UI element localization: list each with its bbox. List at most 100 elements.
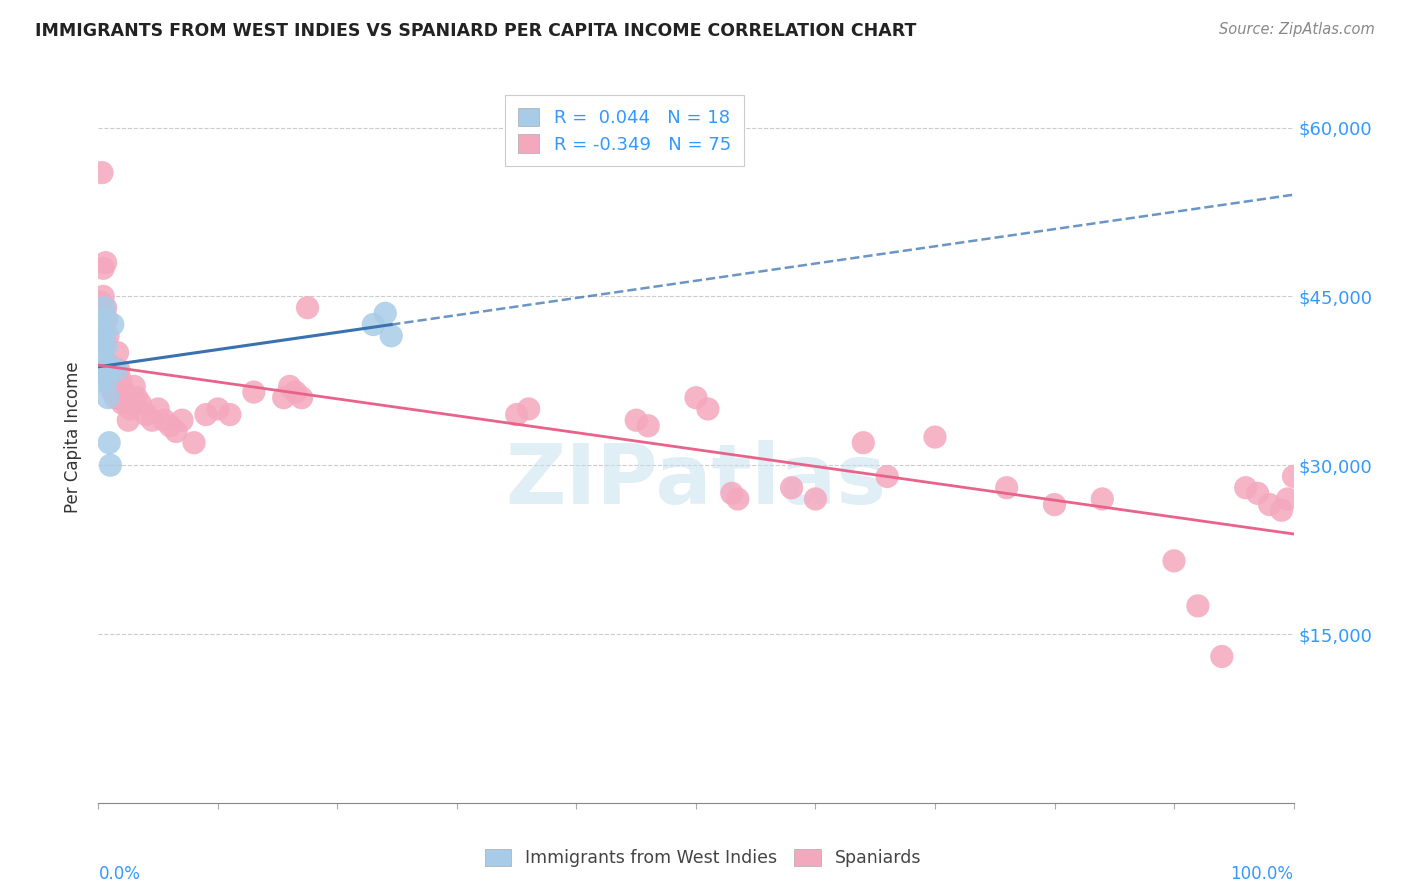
Point: [506, 408, 529, 422]
Point: [243, 385, 266, 400]
Point: [697, 401, 720, 416]
Point: [1271, 503, 1294, 517]
Point: [207, 401, 229, 416]
Point: [114, 385, 136, 400]
Point: [107, 345, 129, 359]
Point: [804, 491, 827, 506]
Point: [148, 401, 170, 416]
Point: [94, 255, 117, 269]
Point: [90, 295, 112, 310]
Point: [135, 408, 157, 422]
Point: [93, 334, 115, 349]
Point: [1091, 491, 1114, 506]
Point: [876, 469, 898, 483]
Point: [91, 166, 114, 180]
Point: [101, 385, 124, 400]
Point: [780, 481, 803, 495]
Point: [380, 328, 402, 343]
Point: [374, 306, 396, 320]
Point: [101, 318, 124, 332]
Point: [112, 391, 135, 405]
Point: [111, 396, 134, 410]
Point: [91, 312, 114, 326]
Point: [104, 391, 127, 405]
Point: [124, 379, 146, 393]
Text: ZIPatlas: ZIPatlas: [506, 441, 886, 522]
Point: [1258, 498, 1281, 512]
Point: [98, 368, 122, 383]
Point: [91, 323, 114, 337]
Point: [1282, 469, 1305, 483]
Point: [105, 362, 128, 376]
Point: [91, 345, 114, 359]
Point: [91, 261, 114, 276]
Point: [1187, 599, 1209, 613]
Text: IMMIGRANTS FROM WEST INDIES VS SPANIARD PER CAPITA INCOME CORRELATION CHART: IMMIGRANTS FROM WEST INDIES VS SPANIARD …: [35, 22, 917, 40]
Point: [110, 374, 132, 388]
Point: [637, 418, 659, 433]
Point: [852, 435, 875, 450]
Point: [172, 413, 194, 427]
Point: [291, 391, 314, 405]
Point: [153, 413, 176, 427]
Point: [98, 435, 121, 450]
Point: [141, 413, 163, 427]
Point: [96, 357, 118, 371]
Point: [1163, 554, 1185, 568]
Point: [995, 481, 1018, 495]
Point: [97, 391, 120, 405]
Text: Source: ZipAtlas.com: Source: ZipAtlas.com: [1219, 22, 1375, 37]
Point: [94, 301, 117, 315]
Point: [1247, 486, 1270, 500]
Point: [93, 328, 115, 343]
Point: [91, 289, 114, 303]
Point: [98, 362, 121, 376]
Point: [120, 401, 142, 416]
Point: [97, 328, 120, 343]
Point: [105, 368, 128, 383]
Point: [100, 379, 122, 393]
Point: [1211, 649, 1233, 664]
Point: [115, 396, 138, 410]
Point: [363, 318, 385, 332]
Point: [117, 413, 139, 427]
Point: [517, 401, 540, 416]
Point: [93, 312, 115, 326]
Point: [183, 435, 205, 450]
Point: [91, 312, 114, 326]
Point: [165, 425, 187, 439]
Point: [159, 418, 181, 433]
Point: [278, 379, 301, 393]
Point: [98, 458, 122, 473]
Point: [97, 357, 120, 371]
Point: [1234, 481, 1257, 495]
Point: [727, 491, 749, 506]
Point: [195, 408, 218, 422]
Point: [219, 408, 242, 422]
Point: [107, 362, 129, 376]
Point: [273, 391, 295, 405]
Point: [1277, 491, 1299, 506]
Legend: R =  0.044   N = 18, R = -0.349   N = 75: R = 0.044 N = 18, R = -0.349 N = 75: [505, 95, 744, 166]
Point: [94, 362, 117, 376]
Legend: Immigrants from West Indies, Spaniards: Immigrants from West Indies, Spaniards: [478, 842, 928, 874]
Point: [90, 374, 112, 388]
Point: [94, 340, 117, 354]
Point: [129, 396, 152, 410]
Y-axis label: Per Capita Income: Per Capita Income: [65, 361, 83, 513]
Text: 100.0%: 100.0%: [1230, 864, 1294, 883]
Point: [1043, 498, 1066, 512]
Point: [721, 486, 744, 500]
Point: [626, 413, 648, 427]
Point: [93, 301, 115, 315]
Point: [96, 374, 118, 388]
Point: [685, 391, 707, 405]
Point: [103, 379, 125, 393]
Point: [96, 312, 118, 326]
Text: 0.0%: 0.0%: [98, 864, 141, 883]
Point: [924, 430, 946, 444]
Point: [98, 374, 122, 388]
Point: [125, 391, 148, 405]
Point: [108, 391, 131, 405]
Point: [284, 385, 307, 400]
